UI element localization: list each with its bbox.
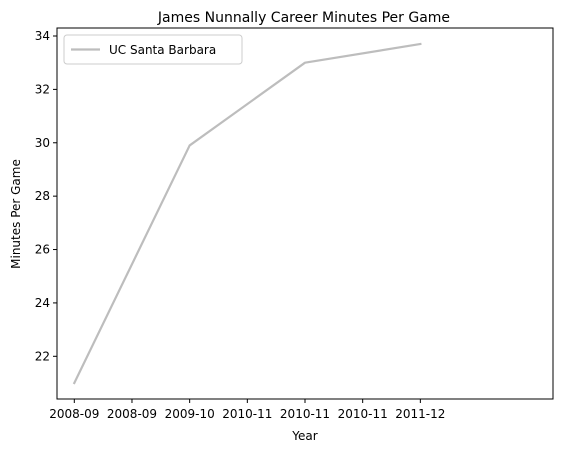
x-tick-label: 2008-09 (107, 407, 157, 421)
y-axis-label: Minutes Per Game (9, 159, 23, 269)
x-tick-label: 2009-10 (165, 407, 215, 421)
y-tick-label: 34 (35, 29, 50, 43)
y-tick-label: 24 (35, 296, 50, 310)
legend-entry-label: UC Santa Barbara (109, 43, 216, 57)
y-tick-label: 28 (35, 189, 50, 203)
legend: UC Santa Barbara (64, 35, 242, 64)
x-tick-label: 2010-11 (280, 407, 330, 421)
chart-title: James Nunnally Career Minutes Per Game (157, 10, 450, 26)
x-tick-label: 2010-11 (338, 407, 388, 421)
x-tick-label: 2008-09 (49, 407, 99, 421)
x-tick-label: 2011-12 (395, 407, 445, 421)
y-tick-label: 22 (35, 349, 50, 363)
x-tick-label: 2010-11 (222, 407, 272, 421)
y-tick-label: 30 (35, 136, 50, 150)
y-tick-label: 26 (35, 243, 50, 257)
y-tick-label: 32 (35, 82, 50, 96)
x-axis-label: Year (291, 429, 317, 443)
